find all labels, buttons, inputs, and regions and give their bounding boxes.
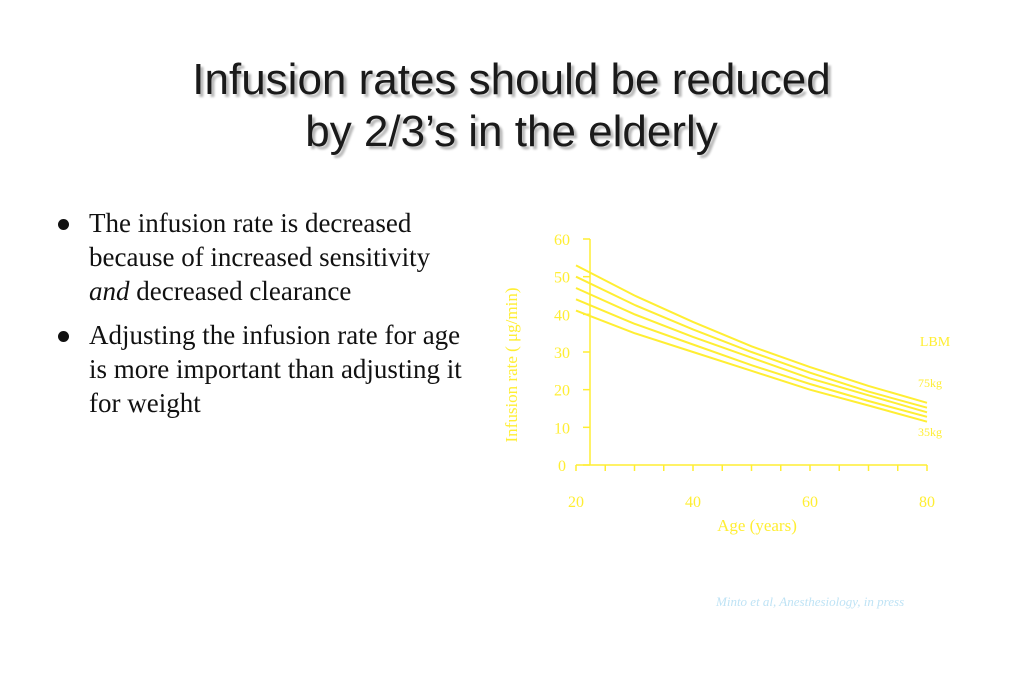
chart: 0 10 20 30 40 50 60 20 40 60 80 LBM 75kg 35kg Age … xyxy=(490,225,990,555)
bullet-dot-icon xyxy=(58,331,69,342)
chart-axes: 0 10 20 30 40 50 60 20 40 60 80 xyxy=(554,232,935,511)
bullet-text-start: The infusion rate is decreased because o… xyxy=(89,208,431,272)
citation: Minto et al, Anesthesiology, in press xyxy=(716,594,905,609)
y-axis-label: Infusion rate ( μg/min) xyxy=(502,288,521,443)
bullet-text: Adjusting the infusion rate for age is m… xyxy=(89,320,462,418)
title-line-1: Infusion rates should be reduced xyxy=(192,55,831,104)
y-tick-label: 30 xyxy=(554,345,570,362)
legend-title: LBM xyxy=(920,335,951,350)
x-axis-label: Age (years) xyxy=(717,516,797,535)
series-line xyxy=(575,287,928,414)
slide-title: Infusion rates should be reduced by 2/3’… xyxy=(0,54,1023,158)
y-tick-label: 50 xyxy=(554,270,570,287)
bullet-text: The infusion rate is decreased because o… xyxy=(89,208,430,306)
bullet-item: Adjusting the infusion rate for age is m… xyxy=(56,318,476,420)
series-line xyxy=(575,264,928,404)
y-tick-label: 20 xyxy=(554,383,570,400)
line-chart: 0 10 20 30 40 50 60 20 40 60 80 LBM 75kg 35kg Age … xyxy=(502,232,951,535)
series-line xyxy=(575,309,928,423)
x-tick-label: 60 xyxy=(802,494,818,511)
bullet-list: The infusion rate is decreased because o… xyxy=(56,206,476,430)
bullet-emphasis: and xyxy=(89,276,130,306)
y-tick-label: 10 xyxy=(554,420,570,437)
title-line-2: by 2/3’s in the elderly xyxy=(305,107,718,156)
y-tick-label: 60 xyxy=(554,232,570,249)
annotation-75kg: 75kg xyxy=(918,376,942,390)
x-tick-label: 40 xyxy=(685,494,701,511)
series-line xyxy=(575,298,928,418)
x-tick-label: 20 xyxy=(568,494,584,511)
bullet-dot-icon xyxy=(58,219,69,230)
y-tick-label: 0 xyxy=(558,458,566,475)
y-tick-label: 40 xyxy=(554,307,570,324)
annotation-35kg: 35kg xyxy=(918,425,942,439)
bullet-text-end: decreased clearance xyxy=(129,276,352,306)
chart-series xyxy=(575,264,928,423)
x-tick-label: 80 xyxy=(919,494,935,511)
bullet-item: The infusion rate is decreased because o… xyxy=(56,206,476,308)
series-line xyxy=(575,275,928,409)
